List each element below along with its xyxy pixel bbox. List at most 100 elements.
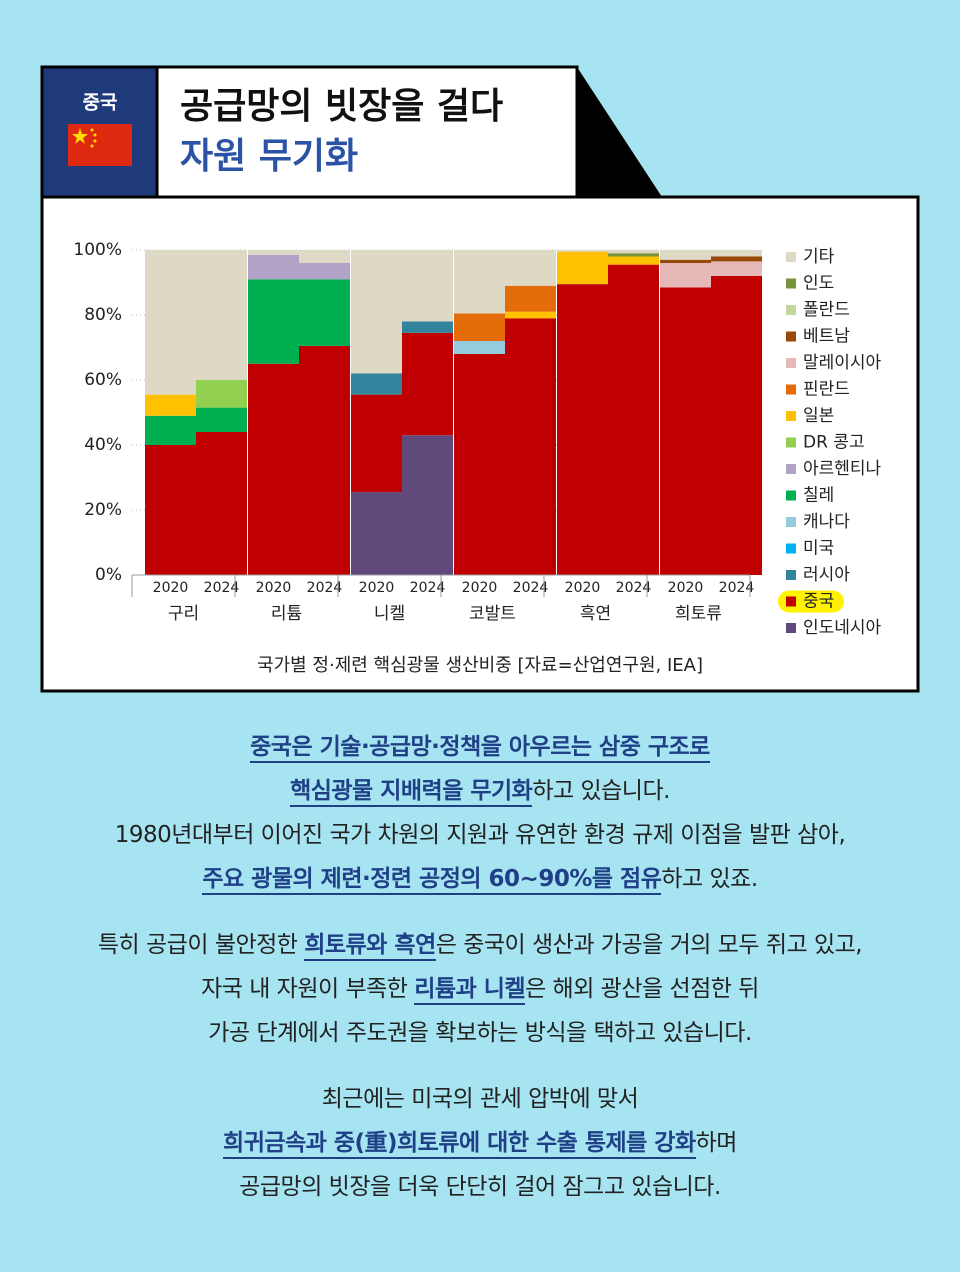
text-line: 공급망의 빗장을 더욱 단단히 걸어 잠그고 있습니다. [0,1165,960,1209]
legend-label: 말레이시아 [803,353,882,373]
bar-segment [351,250,402,374]
x-tick-label: 2020 [668,580,704,596]
bar-segment [557,284,608,575]
x-tick-label: 2020 [256,580,292,596]
legend-swatch [786,331,796,342]
legend-swatch [786,278,796,289]
chart-card: 중국 공급망의 빗장을 걸다 자원 무기화 국가별 정·제련 핵심광물 생산비중… [40,65,920,693]
text-line: 최근에는 미국의 관세 압박에 맞서 [0,1077,960,1121]
bar-segment [299,345,350,575]
highlight-run: 핵심광물 지배력을 무기화 [290,778,533,807]
legend-label: 베트남 [803,327,850,347]
bar-segment [248,254,299,280]
text-run: 하고 있죠. [661,866,758,892]
y-tick-label: 60% [84,370,122,390]
bar-segment [454,354,505,575]
legend-swatch [786,437,796,448]
bar-segment [711,276,762,575]
legend-swatch [786,623,796,633]
highlight-run: 주요 광물의 제련·정련 공정의 60~90%를 점유 [202,866,662,895]
legend-swatch [786,543,796,554]
legend-label: 러시아 [803,565,850,585]
group-label: 흑연 [580,604,611,624]
bar-segment [299,250,350,263]
legend-label: 칠레 [803,486,834,506]
text-run: 1980년대부터 이어진 국가 차원의 지원과 유연한 환경 규제 이점을 발판… [114,822,846,848]
bar-segment [660,259,711,263]
y-tick-label: 20% [84,500,122,520]
bar-segment [608,264,659,575]
bar-segment [145,394,196,416]
bar-segment [608,253,659,257]
title-corner [577,67,662,197]
text-run: 하고 있습니다. [532,778,670,804]
flag [68,124,132,166]
legend-label: 일본 [803,406,834,426]
legend-highlight [778,590,844,613]
highlight-run: 중국은 기술·공급망·정책을 아우르는 삼중 구조로 [250,734,710,763]
legend-label: 기타 [803,247,835,267]
legend-label: 미국 [803,539,834,559]
group-label: 구리 [168,604,199,624]
legend-label: 폴란드 [803,300,850,320]
bar-segment [145,250,196,395]
x-tick-label: 2024 [616,580,652,596]
bar-segment [711,261,762,276]
bar-segment [608,256,659,265]
x-tick-label: 2024 [307,580,343,596]
bar-segment [505,285,556,312]
legend-swatch [786,358,796,368]
x-tick-label: 2024 [410,580,446,596]
bar-segment [196,432,247,575]
bar-segment [711,250,762,257]
text-line: 가공 단계에서 주도권을 확보하는 방식을 택하고 있습니다. [0,1011,960,1055]
legend-swatch [786,490,796,501]
subtitle: 자원 무기화 [180,136,358,177]
chart-caption: 국가별 정·제련 핵심광물 생산비중 [자료=산업연구원, IEA] [257,655,703,676]
x-tick-label: 2024 [719,580,755,596]
legend-label: 중국 [803,592,834,612]
text-line: 중국은 기술·공급망·정책을 아우르는 삼중 구조로 [0,725,960,769]
x-tick-label: 2020 [359,580,395,596]
bar-segment [454,341,505,354]
text-run: 특히 공급이 불안정한 [97,932,305,958]
x-tick-label: 2024 [204,580,240,596]
bar-segment [660,250,711,260]
bar-segment [351,373,402,395]
paragraph: 특히 공급이 불안정한 희토류와 흑연은 중국이 생산과 가공을 거의 모두 쥐… [0,923,960,1055]
legend-label: 인도 [803,274,834,294]
legend-swatch [786,464,796,474]
legend-label: 캐나다 [803,512,850,532]
title-box [155,65,579,199]
bar-segment [557,251,608,285]
text-line: 특히 공급이 불안정한 희토류와 흑연은 중국이 생산과 가공을 거의 모두 쥐… [0,923,960,967]
bar-segment [351,492,402,575]
legend-swatch [786,252,796,262]
group-label: 코발트 [469,604,516,624]
highlight-run: 리튬과 니켈 [414,976,526,1005]
title: 공급망의 빗장을 걸다 [180,86,503,127]
bar-segment [299,263,350,280]
text-run: 하며 [695,1130,738,1156]
bar-segment [505,311,556,319]
text-run: 은 해외 광산을 선점한 뒤 [525,976,759,1002]
highlight-run: 희토류와 흑연 [304,932,436,961]
paragraph: 중국은 기술·공급망·정책을 아우르는 삼중 구조로 핵심광물 지배력을 무기화… [0,725,960,901]
y-tick-label: 0% [95,565,122,585]
bar-segment [608,250,659,254]
text-run: 가공 단계에서 주도권을 확보하는 방식을 택하고 있습니다. [208,1020,752,1046]
text-run: 은 중국이 생산과 가공을 거의 모두 쥐고 있고, [435,932,863,958]
bar-segment [660,263,711,288]
bar-segment [145,415,196,445]
bar-segment [402,435,453,575]
bar-segment [402,321,453,333]
bar-segment [402,250,453,322]
bar-segment [145,445,196,575]
x-tick-label: 2020 [565,580,601,596]
text-line: 1980년대부터 이어진 국가 차원의 지원과 유연한 환경 규제 이점을 발판… [0,813,960,857]
text-line: 핵심광물 지배력을 무기화하고 있습니다. [0,769,960,813]
bar-segment [660,287,711,575]
paragraph: 최근에는 미국의 관세 압박에 맞서 희귀금속과 중(重)희토류에 대한 수출 통… [0,1077,960,1209]
x-tick-label: 2024 [513,580,549,596]
